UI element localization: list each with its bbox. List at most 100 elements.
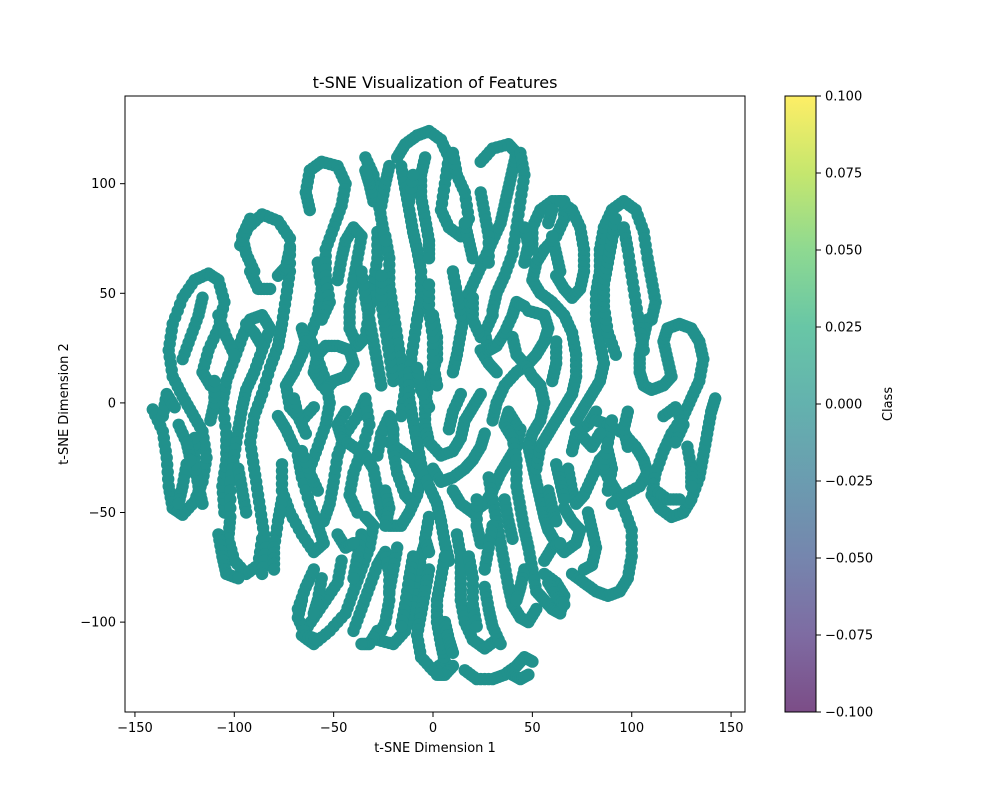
scatter-point bbox=[228, 348, 241, 361]
scatter-point bbox=[709, 392, 722, 405]
scatter-point bbox=[375, 269, 388, 282]
scatter-point bbox=[482, 256, 495, 269]
x-tick-label: 0 bbox=[429, 721, 437, 736]
scatter-point bbox=[470, 620, 483, 633]
scatter-point bbox=[208, 374, 221, 388]
scatter-point bbox=[406, 497, 420, 510]
scatter-point bbox=[172, 497, 185, 510]
scatter-point bbox=[442, 423, 456, 436]
scatter-point bbox=[490, 366, 503, 379]
y-tick-label: −50 bbox=[89, 506, 116, 521]
scatter-point bbox=[359, 164, 372, 177]
scatter-point bbox=[395, 620, 408, 633]
y-axis: −100 −50 0 50 100 bbox=[80, 177, 125, 631]
scatter-point bbox=[554, 537, 567, 550]
scatter-point bbox=[550, 515, 563, 528]
scatter-point bbox=[395, 409, 408, 423]
colorbar-tick-label: 0.025 bbox=[825, 321, 862, 336]
scatter-point bbox=[478, 563, 491, 576]
x-tick-label: −50 bbox=[320, 721, 347, 736]
scatter-point bbox=[410, 361, 424, 374]
y-tick-label: 50 bbox=[99, 287, 116, 302]
scatter-point bbox=[383, 159, 396, 173]
scatter-point bbox=[311, 633, 324, 646]
scatter-point bbox=[422, 545, 436, 559]
scatter-point bbox=[530, 602, 543, 616]
scatter-point bbox=[466, 291, 479, 304]
scatter-point bbox=[558, 598, 571, 611]
scatter-point bbox=[319, 383, 332, 396]
scatter-point bbox=[518, 221, 531, 234]
scatter-point bbox=[355, 637, 368, 651]
scatter-point bbox=[558, 493, 571, 506]
chart-title: t-SNE Visualization of Features bbox=[313, 73, 558, 92]
scatter-point bbox=[168, 401, 181, 414]
scatter-point bbox=[546, 230, 559, 243]
scatter-point bbox=[184, 453, 197, 467]
scatter-point bbox=[526, 655, 539, 668]
scatter-point bbox=[558, 501, 571, 515]
scatter-point bbox=[593, 427, 607, 440]
scatter-point bbox=[474, 387, 487, 401]
scatter-point bbox=[255, 567, 269, 581]
scatter-point bbox=[379, 519, 392, 532]
scatter-point bbox=[589, 405, 603, 418]
scatter-point bbox=[474, 155, 487, 168]
colorbar-tick-label: 0.075 bbox=[825, 167, 862, 182]
scatter-point bbox=[240, 317, 253, 331]
colorbar-ticks: −0.100 −0.075 −0.050 −0.025 0.000 0.025 0.050 0… bbox=[816, 90, 873, 721]
scatter-point bbox=[379, 234, 392, 247]
scatter-point bbox=[224, 484, 237, 497]
x-tick-label: 100 bbox=[619, 721, 644, 736]
scatter-point bbox=[605, 497, 619, 510]
scatter-point bbox=[637, 344, 650, 357]
scatter-point bbox=[621, 405, 634, 418]
scatter-point bbox=[315, 313, 328, 326]
colorbar-tick-label: −0.050 bbox=[825, 552, 873, 567]
scatter-point bbox=[458, 216, 471, 230]
colorbar-tick-label: −0.025 bbox=[825, 475, 873, 490]
colorbar: −0.100 −0.075 −0.050 −0.025 0.000 0.025 0.050 0… bbox=[784, 90, 896, 721]
scatter-point bbox=[494, 637, 507, 651]
scatter-point bbox=[422, 278, 436, 291]
scatter-point bbox=[673, 493, 686, 506]
colorbar-tick-label: 0.100 bbox=[825, 90, 862, 105]
x-axis: −150 −100 −50 0 50 100 150 bbox=[117, 712, 744, 736]
scatter-point bbox=[196, 291, 209, 304]
plot-frame bbox=[124, 95, 746, 713]
x-tick-label: −150 bbox=[117, 721, 153, 736]
y-tick-label: 0 bbox=[108, 396, 116, 411]
scatter-point bbox=[546, 203, 559, 217]
scatter-point bbox=[307, 607, 320, 620]
scatter-point bbox=[685, 480, 698, 493]
scatter-point bbox=[422, 252, 436, 265]
x-tick-label: 50 bbox=[524, 721, 541, 736]
scatter-point bbox=[470, 493, 483, 506]
scatter-point bbox=[506, 532, 519, 545]
scatter-point bbox=[446, 146, 460, 160]
scatter-point bbox=[347, 537, 360, 550]
x-tick-label: 150 bbox=[719, 721, 744, 736]
scatter-point bbox=[240, 506, 253, 519]
scatter-points bbox=[146, 124, 722, 686]
scatter-point bbox=[605, 414, 619, 427]
scatter-point bbox=[224, 501, 237, 515]
scatter-point bbox=[406, 168, 420, 182]
y-axis-label: t-SNE Dimension 2 bbox=[57, 343, 72, 465]
scatter-point bbox=[232, 572, 245, 585]
scatter-point bbox=[263, 282, 277, 296]
scatter-point bbox=[609, 212, 622, 225]
scatter-point bbox=[430, 668, 444, 681]
colorbar-tick-label: −0.100 bbox=[825, 706, 873, 721]
scatter-point bbox=[224, 475, 237, 488]
scatter-point bbox=[291, 602, 305, 616]
colorbar-tick-label: −0.075 bbox=[825, 629, 873, 644]
y-tick-label: −100 bbox=[80, 616, 116, 631]
scatter-point bbox=[267, 563, 281, 576]
scatter-point bbox=[522, 668, 535, 681]
scatter-point bbox=[438, 550, 452, 563]
scatter-point bbox=[295, 444, 309, 458]
scatter-point bbox=[347, 572, 360, 585]
scatter-point bbox=[446, 646, 460, 659]
scatter-point bbox=[244, 212, 257, 225]
